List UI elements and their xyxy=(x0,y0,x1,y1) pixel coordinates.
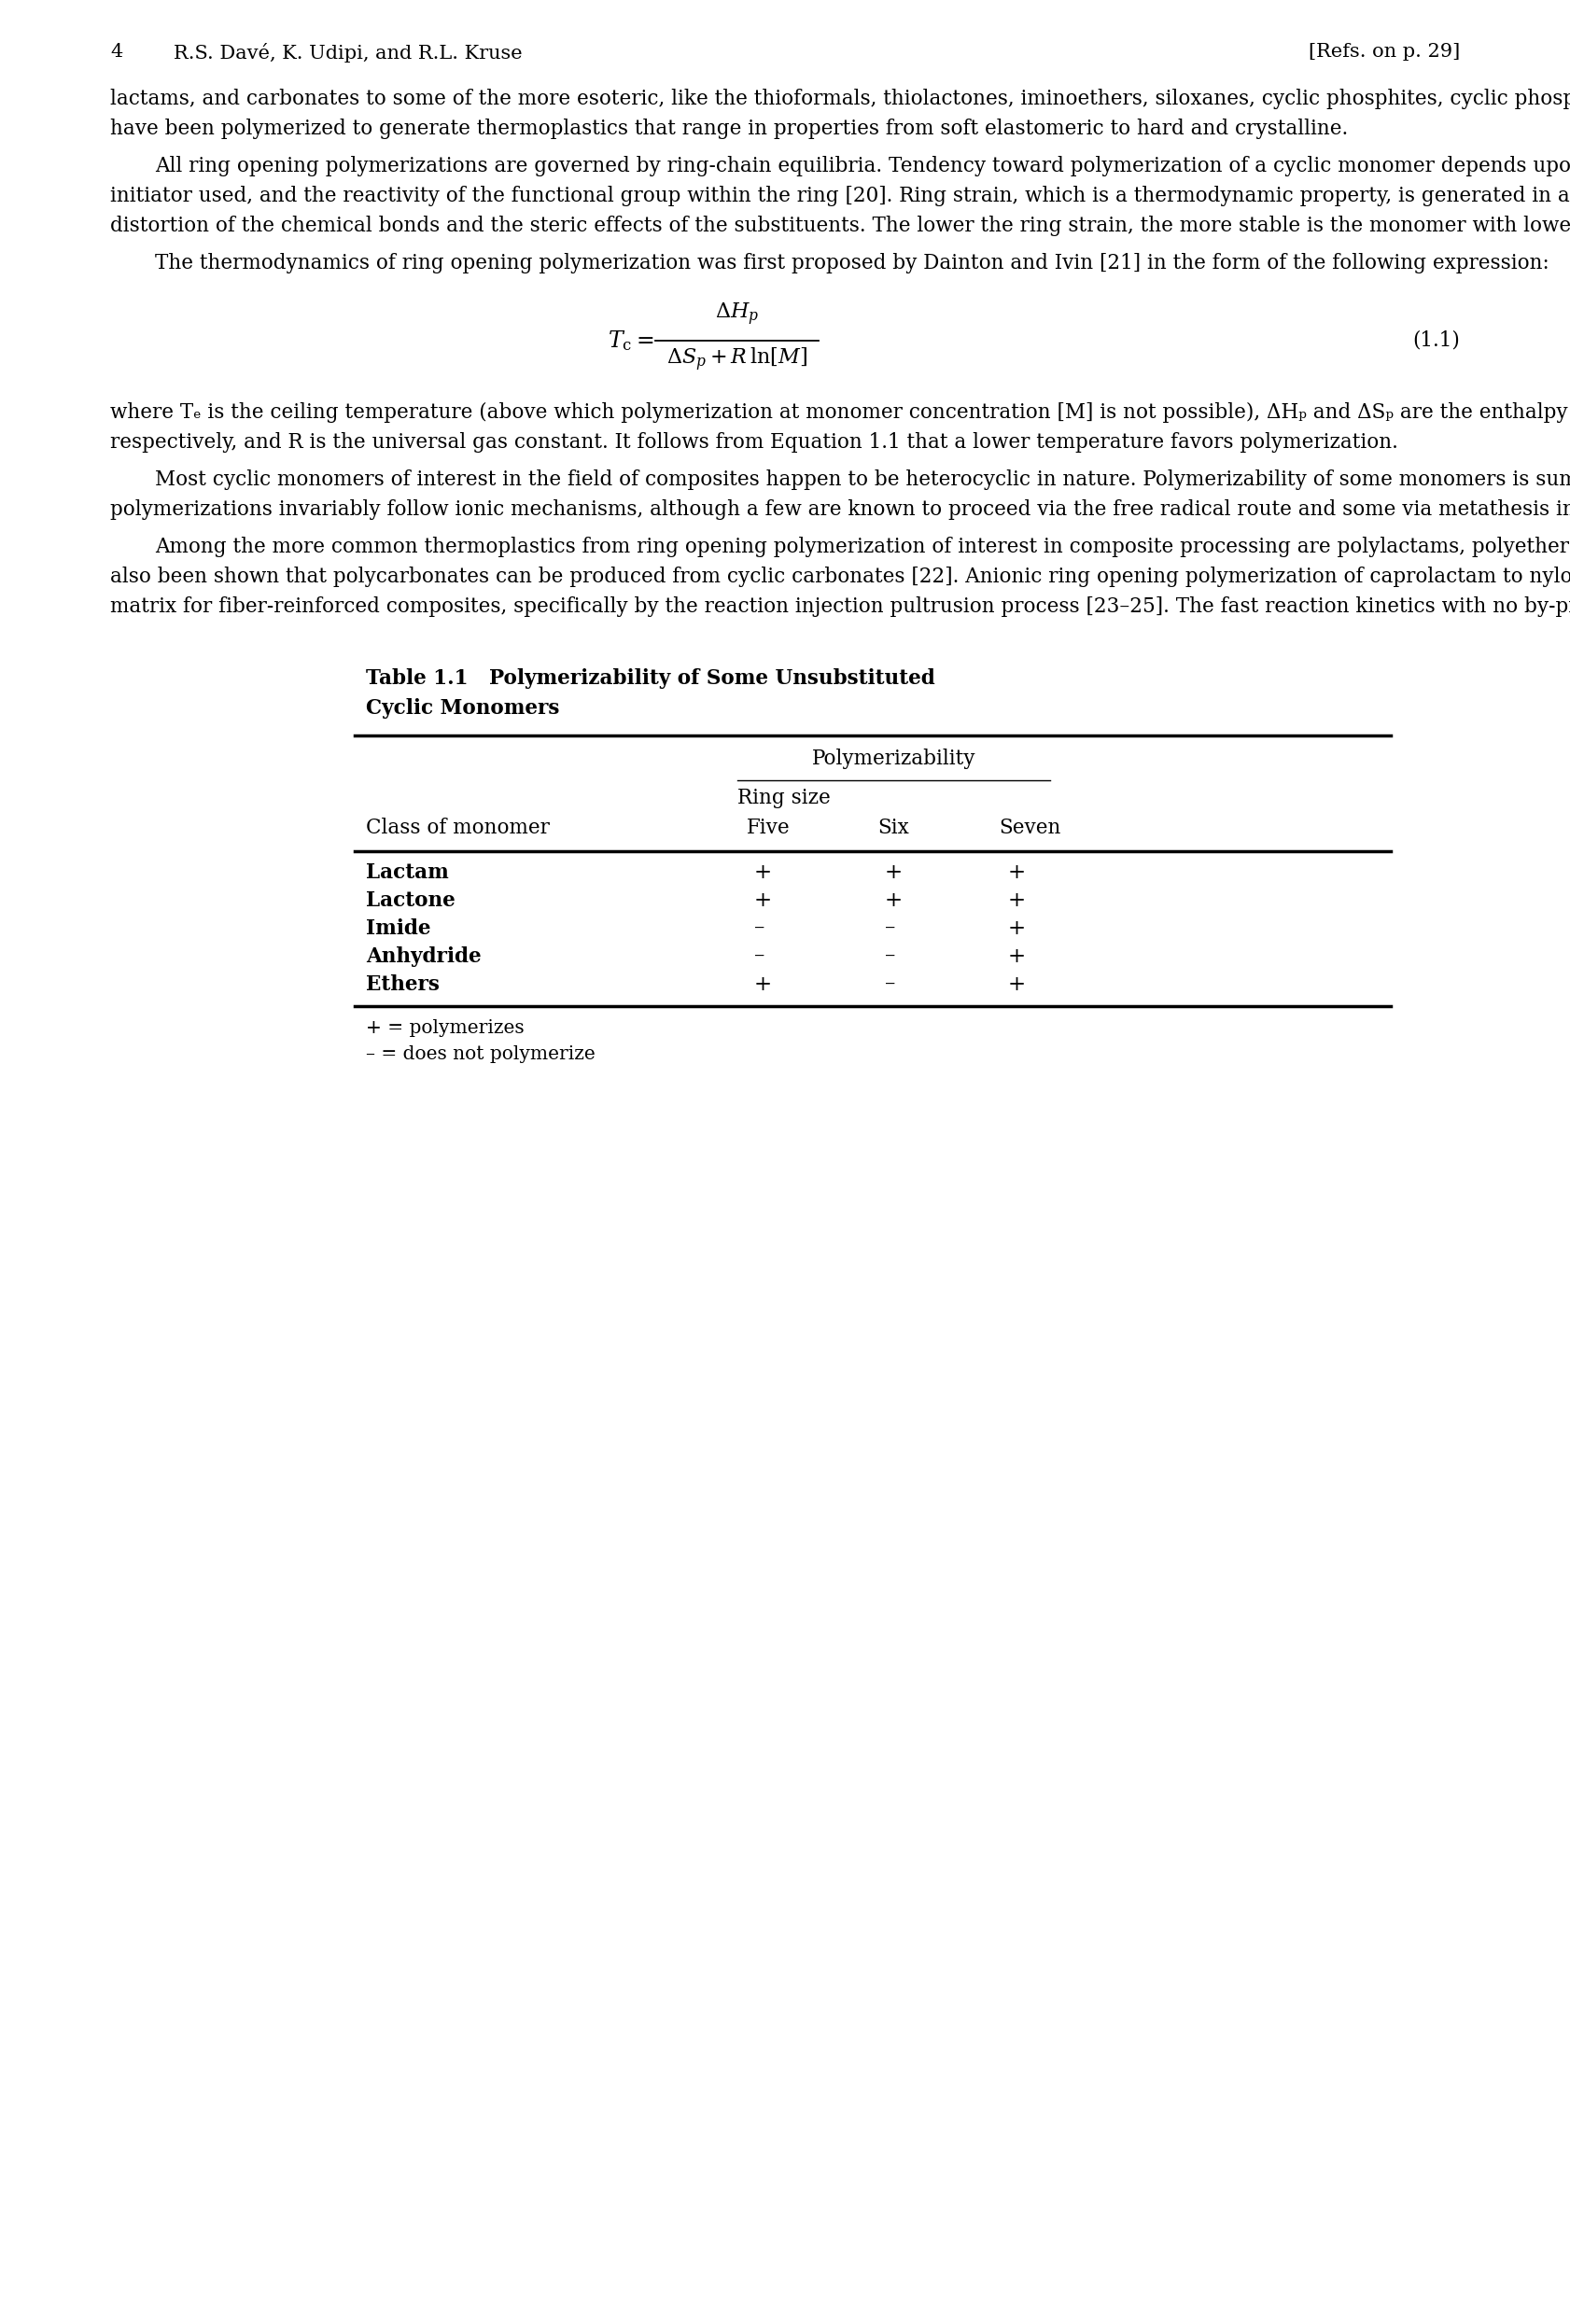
Text: –: – xyxy=(754,946,765,967)
Text: +: + xyxy=(754,862,772,883)
Text: Ring size: Ring size xyxy=(738,788,831,809)
Text: All ring opening polymerizations are governed by ring-chain equilibria. Tendency: All ring opening polymerizations are gov… xyxy=(155,156,1570,177)
Text: lactams, and carbonates to some of the more esoteric, like the thioformals, thio: lactams, and carbonates to some of the m… xyxy=(110,88,1570,109)
Text: Lactam: Lactam xyxy=(366,862,449,883)
Text: (1.1): (1.1) xyxy=(1413,330,1460,351)
Text: Imide: Imide xyxy=(366,918,430,939)
Text: R.S. Davé, K. Udipi, and R.L. Kruse: R.S. Davé, K. Udipi, and R.L. Kruse xyxy=(174,42,523,63)
Text: +: + xyxy=(754,890,772,911)
Text: +: + xyxy=(1008,890,1025,911)
Text: 4: 4 xyxy=(110,42,122,60)
Text: distortion of the chemical bonds and the steric effects of the substituents. The: distortion of the chemical bonds and the… xyxy=(110,216,1570,237)
Text: Cyclic Monomers: Cyclic Monomers xyxy=(366,697,559,718)
Text: +: + xyxy=(1008,974,1025,995)
Text: respectively, and R is the universal gas constant. It follows from Equation 1.1 : respectively, and R is the universal gas… xyxy=(110,432,1399,453)
Text: Class of monomer: Class of monomer xyxy=(366,818,550,839)
Text: +: + xyxy=(1008,862,1025,883)
Text: Most cyclic monomers of interest in the field of composites happen to be heteroc: Most cyclic monomers of interest in the … xyxy=(155,469,1570,490)
Text: +: + xyxy=(1008,946,1025,967)
Text: polymerizations invariably follow ionic mechanisms, although a few are known to : polymerizations invariably follow ionic … xyxy=(110,500,1570,521)
Text: –: – xyxy=(885,974,895,995)
Text: + = polymerizes: + = polymerizes xyxy=(366,1020,524,1037)
Text: $T_{\rm c} = $: $T_{\rm c} = $ xyxy=(608,328,653,353)
Text: –: – xyxy=(885,946,895,967)
Text: Seven: Seven xyxy=(999,818,1061,839)
Text: Five: Five xyxy=(747,818,790,839)
Text: initiator used, and the reactivity of the functional group within the ring [20].: initiator used, and the reactivity of th… xyxy=(110,186,1570,207)
Text: Anhydride: Anhydride xyxy=(366,946,482,967)
Text: $\Delta S_p + R\,{\rm ln}[M]$: $\Delta S_p + R\,{\rm ln}[M]$ xyxy=(667,346,809,374)
Text: –: – xyxy=(885,918,895,939)
Text: – = does not polymerize: – = does not polymerize xyxy=(366,1046,595,1062)
Text: Lactone: Lactone xyxy=(366,890,455,911)
Text: Polymerizability: Polymerizability xyxy=(812,748,975,769)
Text: –: – xyxy=(754,918,765,939)
Text: Table 1.1   Polymerizability of Some Unsubstituted: Table 1.1 Polymerizability of Some Unsub… xyxy=(366,669,936,688)
Text: $\Delta H_p$: $\Delta H_p$ xyxy=(716,302,760,328)
Text: matrix for fiber-reinforced composites, specifically by the reaction injection p: matrix for fiber-reinforced composites, … xyxy=(110,597,1570,616)
Text: Ethers: Ethers xyxy=(366,974,440,995)
Text: [Refs. on p. 29]: [Refs. on p. 29] xyxy=(1308,42,1460,60)
Text: +: + xyxy=(885,890,903,911)
Text: Among the more common thermoplastics from ring opening polymerization of interes: Among the more common thermoplastics fro… xyxy=(155,537,1570,558)
Text: have been polymerized to generate thermoplastics that range in properties from s: have been polymerized to generate thermo… xyxy=(110,119,1349,139)
Text: Six: Six xyxy=(878,818,909,839)
Text: +: + xyxy=(754,974,772,995)
Text: also been shown that polycarbonates can be produced from cyclic carbonates [22].: also been shown that polycarbonates can … xyxy=(110,567,1570,588)
Text: +: + xyxy=(1008,918,1025,939)
Text: where Tₑ is the ceiling temperature (above which polymerization at monomer conce: where Tₑ is the ceiling temperature (abo… xyxy=(110,402,1570,423)
Text: +: + xyxy=(885,862,903,883)
Text: The thermodynamics of ring opening polymerization was first proposed by Dainton : The thermodynamics of ring opening polym… xyxy=(155,253,1550,274)
